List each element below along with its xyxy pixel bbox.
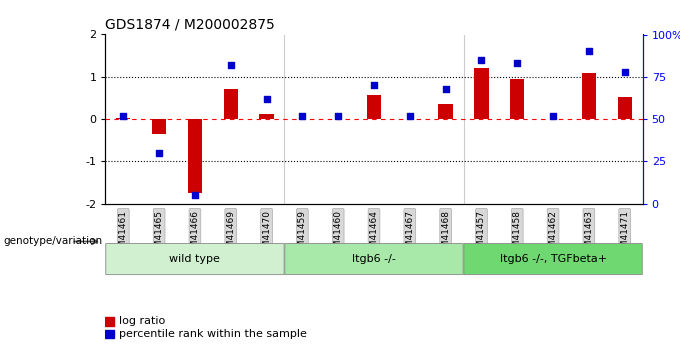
Bar xyxy=(617,97,632,119)
Text: wild type: wild type xyxy=(169,254,220,264)
Text: GDS1874 / M200002875: GDS1874 / M200002875 xyxy=(105,18,275,32)
Point xyxy=(190,193,201,198)
Text: ltgb6 -/-, TGFbeta+: ltgb6 -/-, TGFbeta+ xyxy=(500,254,607,264)
Point xyxy=(369,82,379,88)
Point xyxy=(619,69,630,75)
Point xyxy=(261,96,272,101)
Bar xyxy=(188,119,202,193)
Point xyxy=(440,86,451,91)
Point xyxy=(333,113,343,118)
Bar xyxy=(439,104,453,119)
FancyBboxPatch shape xyxy=(464,244,642,275)
Point xyxy=(476,57,487,63)
Bar xyxy=(105,330,114,338)
Point xyxy=(512,60,523,66)
Point xyxy=(154,150,165,156)
FancyBboxPatch shape xyxy=(285,244,463,275)
Bar xyxy=(259,114,274,119)
Bar xyxy=(224,89,238,119)
Bar xyxy=(367,95,381,119)
Bar xyxy=(116,118,131,119)
Bar xyxy=(152,119,167,134)
Text: ltgb6 -/-: ltgb6 -/- xyxy=(352,254,396,264)
Bar xyxy=(581,72,596,119)
Point xyxy=(405,113,415,118)
Point xyxy=(583,49,594,54)
Point xyxy=(118,113,129,118)
Text: log ratio: log ratio xyxy=(119,316,165,326)
Bar xyxy=(510,79,524,119)
Point xyxy=(547,113,558,118)
FancyBboxPatch shape xyxy=(106,244,284,275)
Bar xyxy=(105,317,114,326)
Text: genotype/variation: genotype/variation xyxy=(3,237,103,246)
Text: percentile rank within the sample: percentile rank within the sample xyxy=(119,329,307,339)
Point xyxy=(225,62,236,68)
Point xyxy=(297,113,308,118)
Bar xyxy=(474,68,489,119)
